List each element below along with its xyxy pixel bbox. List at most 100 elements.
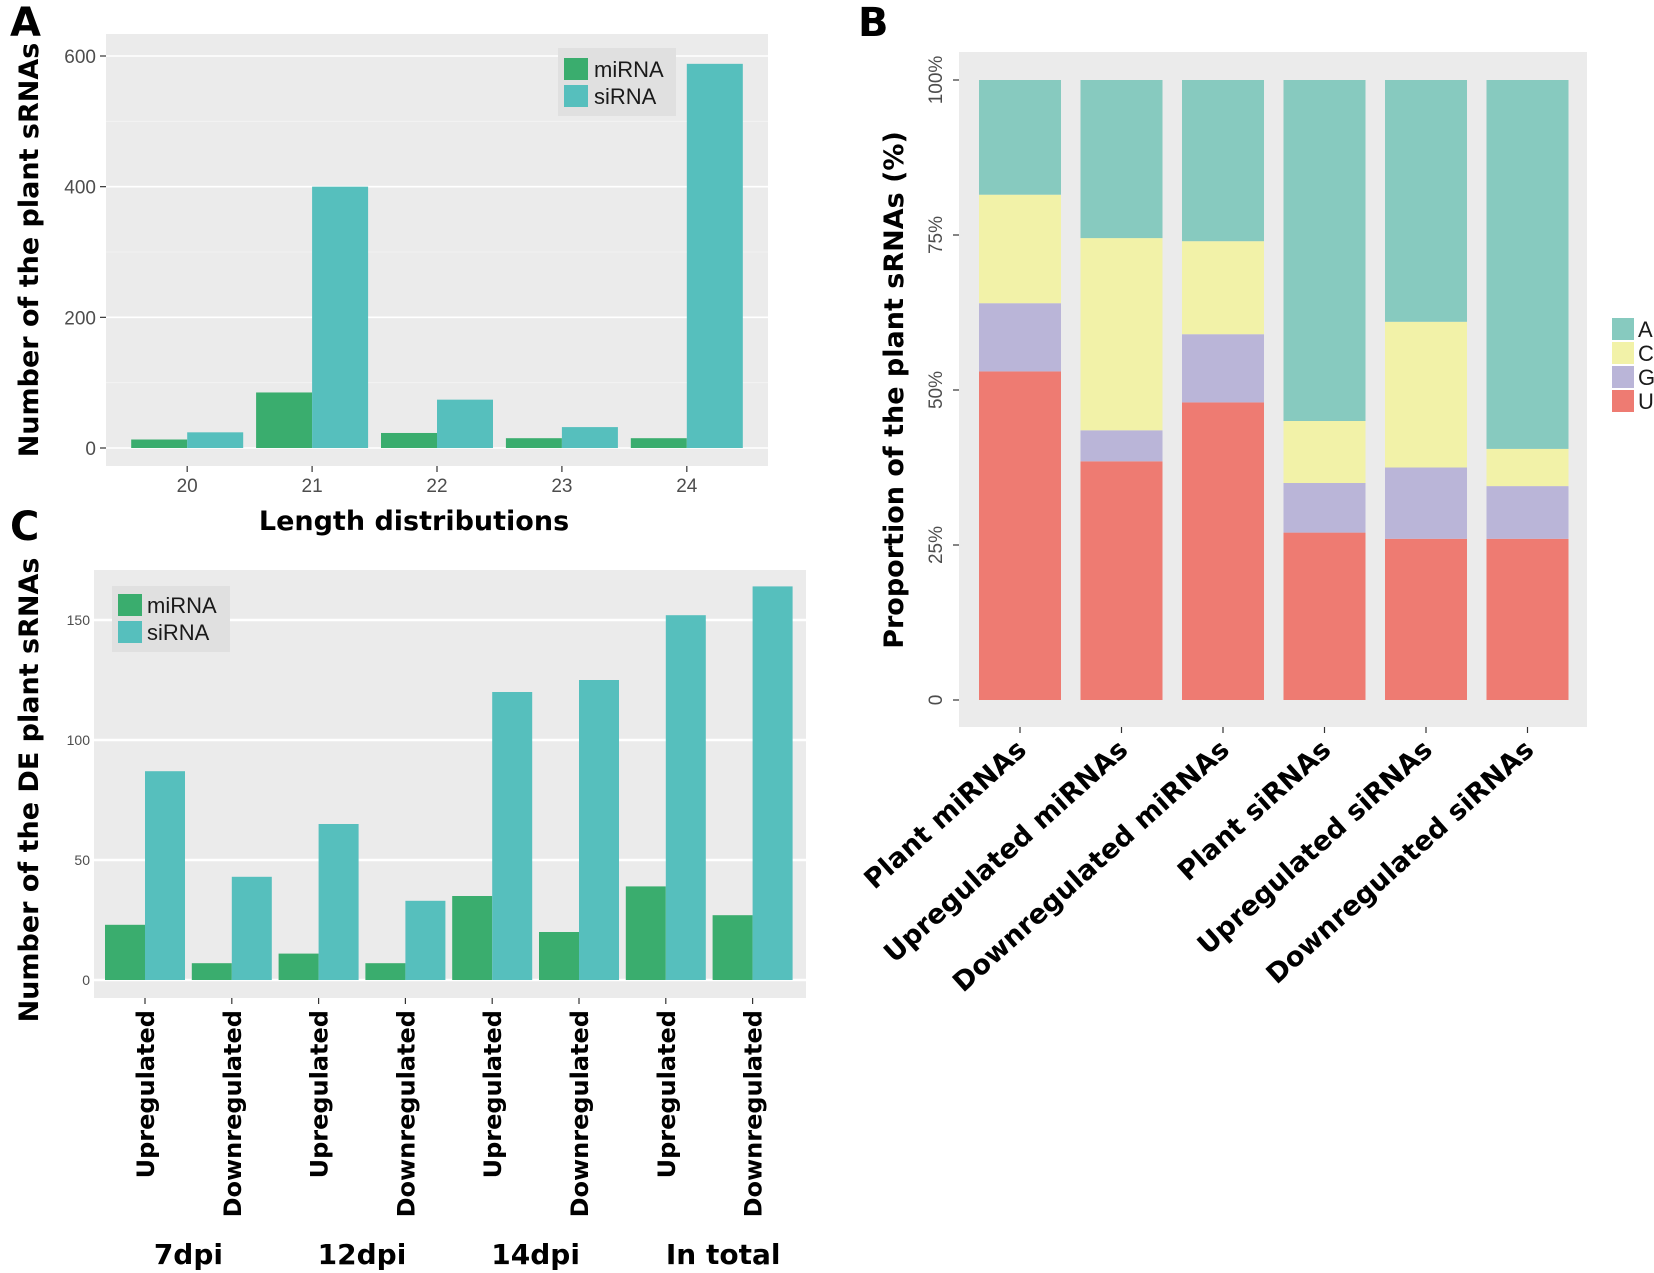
panel-a-y-axis-title: Number of the plant sRNAs — [14, 43, 45, 458]
panel-a-bar-sirna-23 — [561, 427, 618, 448]
panel-a-bar-sirna-20 — [187, 432, 244, 448]
panel-b-bar-a-upregulated-mirnas — [1080, 80, 1163, 239]
panel-c-y-tick-label-150: 150 — [67, 612, 91, 628]
panel-c-bar-mirna-1 — [105, 924, 145, 980]
panel-a-x-tick-label-22: 22 — [426, 476, 447, 497]
panel-a-x-ticks: 20 21 22 23 24 — [177, 466, 698, 497]
panel-b-legend-swatch-u — [1612, 390, 1634, 412]
panel-a-x-tick-label-21: 21 — [302, 476, 323, 497]
panel-c-group-label-in-total: In total — [666, 1238, 781, 1271]
panel-a-y-ticks: 0 200 400 600 — [64, 47, 106, 460]
panel-b-bar-g-plant-mirnas — [979, 303, 1061, 372]
panel-c-y-axis-title: Number of the DE plant sRNAs — [14, 558, 45, 1023]
panel-b-legend-label-c: C — [1638, 341, 1654, 366]
panel-b-bar-g-upregulated-mirnas — [1080, 430, 1163, 462]
panel-c-group-label-14dpi: 14dpi — [491, 1238, 580, 1271]
panel-a-chart: 0 200 400 600 20 21 22 23 24 Length distributio… — [14, 34, 768, 537]
panel-c-y-tick-label-100: 100 — [67, 732, 91, 748]
panel-b-bar-g-upregulated-sirnas — [1385, 467, 1467, 539]
panel-b-bar-c-plant-sirnas — [1283, 421, 1366, 483]
panel-c-x-ticks: Upregulated Downregulated Upregulated Downr… — [132, 998, 768, 1217]
panel-b-bar-g-downregulated-sirnas — [1486, 486, 1569, 539]
panel-b-bar-a-plant-sirnas — [1283, 80, 1366, 421]
panel-b-y-tick-label-50: 50% — [926, 371, 947, 409]
panel-c-group-labels: 7dpi 12dpi 14dpi In total — [154, 1238, 781, 1271]
panel-c-x-tick-label-4: Downregulated — [392, 1010, 420, 1217]
panel-b-legend-swatch-g — [1612, 366, 1634, 388]
panel-b-bar-c-upregulated-mirnas — [1080, 238, 1163, 431]
panel-c-bar-sirna-3 — [318, 824, 359, 980]
panel-c-bar-mirna-2 — [191, 963, 232, 980]
panel-b-bar-a-plant-mirnas — [979, 80, 1061, 195]
panel-b-y-axis-title: Proportion of the plant sRNAs (%) — [879, 131, 910, 649]
panel-letter-c: C — [10, 504, 39, 550]
panel-b-legend-swatch-a — [1612, 318, 1634, 340]
panel-c-bar-sirna-8 — [752, 586, 793, 980]
panel-c-bar-mirna-7 — [625, 886, 666, 980]
panel-c-x-tick-label-6: Downregulated — [566, 1010, 594, 1217]
panel-b-bar-u-plant-sirnas — [1283, 532, 1366, 700]
panel-c-group-label-7dpi: 7dpi — [154, 1238, 223, 1271]
panel-a-x-tick-label-24: 24 — [676, 476, 698, 497]
panel-b-legend-label-a: A — [1638, 317, 1653, 342]
panel-c-x-tick-label-5: Upregulated — [479, 1010, 507, 1178]
panel-b-bar-u-plant-mirnas — [979, 371, 1061, 700]
panel-a-bars — [131, 63, 743, 449]
panel-b-y-ticks: 0 25% 50% 75% 100% — [926, 56, 959, 705]
panel-a-bar-sirna-22 — [437, 399, 493, 448]
panel-c-bar-sirna-7 — [665, 615, 706, 980]
panel-letter-b: B — [858, 0, 889, 46]
panel-c-legend-label-sirna: siRNA — [147, 620, 210, 645]
panel-a-y-tick-label-0: 0 — [85, 439, 96, 460]
panel-c-x-tick-label-2: Downregulated — [219, 1010, 247, 1217]
panel-c-legend-label-mirna: miRNA — [147, 593, 217, 618]
panel-c-bar-sirna-5 — [492, 692, 533, 980]
panel-b-bar-g-plant-sirnas — [1283, 483, 1366, 533]
panel-a-legend: miRNA siRNA — [558, 48, 676, 116]
panel-b-bar-a-downregulated-mirnas — [1182, 80, 1264, 242]
panel-a-bar-mirna-22 — [381, 432, 437, 448]
panel-a-bar-sirna-24 — [686, 63, 743, 449]
panel-a-bar-mirna-21 — [256, 392, 313, 448]
panel-a-x-tick-label-23: 23 — [551, 476, 572, 497]
panel-b-plot-background — [959, 52, 1587, 727]
panel-c-group-label-12dpi: 12dpi — [318, 1238, 407, 1271]
panel-letter-a: A — [10, 0, 41, 46]
panel-a-bar-mirna-20 — [131, 439, 188, 448]
panel-c-x-tick-label-8: Downregulated — [740, 1010, 768, 1217]
panel-b-bar-c-plant-mirnas — [979, 194, 1061, 304]
panel-b-y-tick-label-25: 25% — [926, 526, 947, 564]
panel-a-x-tick-label-20: 20 — [177, 476, 198, 497]
panel-c-legend-swatch-mirna — [118, 594, 142, 616]
panel-c-legend: miRNA siRNA — [112, 586, 230, 652]
panel-a-y-tick-label-600: 600 — [64, 47, 96, 68]
panel-c-x-tick-label-7: Upregulated — [653, 1010, 681, 1178]
panel-b-legend: A C G U — [1612, 317, 1654, 414]
panel-a-legend-label-sirna: siRNA — [594, 84, 657, 109]
panel-b-bar-c-upregulated-sirnas — [1385, 321, 1467, 468]
panel-c-bar-mirna-8 — [712, 915, 753, 980]
panel-a-bar-mirna-24 — [630, 438, 687, 448]
panel-c-y-tick-label-0: 0 — [82, 972, 90, 988]
panel-c-y-ticks: 0 50 100 150 — [67, 612, 91, 988]
panel-c-bar-mirna-4 — [365, 963, 406, 980]
panel-c-bar-sirna-1 — [145, 771, 185, 980]
panel-c-bar-sirna-2 — [231, 876, 272, 980]
panel-a-legend-swatch-mirna — [564, 58, 588, 80]
panel-b-legend-label-g: G — [1638, 365, 1654, 390]
panel-c-bar-mirna-6 — [539, 932, 579, 980]
panel-b-bar-g-downregulated-mirnas — [1182, 334, 1264, 403]
panel-b-bar-u-upregulated-mirnas — [1080, 461, 1163, 700]
panel-a-bar-sirna-21 — [312, 186, 369, 448]
panel-b-bar-u-downregulated-mirnas — [1182, 402, 1264, 700]
panel-a-y-tick-label-200: 200 — [64, 308, 96, 329]
panel-b-bar-u-downregulated-sirnas — [1486, 538, 1569, 700]
panel-c-bars — [105, 586, 793, 980]
panel-a-legend-swatch-sirna — [564, 85, 588, 107]
panel-b-y-tick-label-75: 75% — [926, 216, 947, 254]
panel-b-legend-swatch-c — [1612, 342, 1634, 364]
